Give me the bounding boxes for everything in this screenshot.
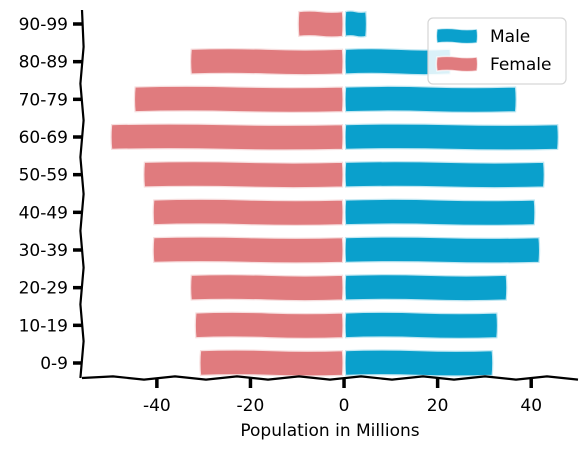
y-tick-label: 40-49 [19,203,68,223]
y-tick-label: 70-79 [19,90,68,110]
y-tick-label: 10-19 [19,316,68,336]
y-tick-label: 0-9 [40,354,68,374]
bar-male-10-19 [343,310,500,341]
legend-label-female: Female [490,55,551,75]
bar-female-30-39 [151,235,345,265]
bar-female-40-49 [151,197,345,228]
bar-male-30-39 [343,235,542,265]
y-tick-label: 20-29 [19,279,68,299]
bar-female-10-19 [193,310,345,341]
legend: Male Female [427,17,567,85]
bar-male-50-59 [343,159,547,190]
bar-male-60-69 [343,122,561,152]
bar-male-20-29 [343,272,509,303]
axes-layer: 0-9 10-19 20-29 30-39 40-49 50-59 60-69 70-79 80… [19,9,579,416]
bar-female-50-59 [141,159,345,190]
bar-female-20-29 [188,272,345,303]
x-tick-label: 20 [427,396,449,416]
x-axis-title: Population in Millions [240,421,419,441]
legend-items: Male Female [435,27,551,75]
bar-female-0-9 [198,348,345,378]
y-tick-label: 30-39 [19,241,68,261]
y-tick-label: 50-59 [19,166,68,186]
bar-male-0-9 [343,348,495,378]
bar-female-70-79 [132,84,345,115]
legend-label-male: Male [490,27,530,47]
bars-layer [109,9,561,378]
y-axis-line [79,9,85,379]
y-tick-label: 60-69 [19,128,68,148]
legend-swatch-female [435,55,479,73]
y-tick-label: 90-99 [19,15,68,35]
bar-female-90-99 [296,9,345,39]
x-tick-label: 0 [339,396,350,416]
bar-male-70-79 [343,84,519,115]
x-tick-label: -40 [143,396,171,416]
x-tick-label: 40 [520,396,542,416]
x-tick-label: -20 [237,396,265,416]
x-axis-line [81,375,579,381]
bar-female-60-69 [109,122,345,152]
y-tick-label: 80-89 [19,53,68,73]
bar-male-90-99 [343,9,369,39]
bar-male-40-49 [343,197,537,228]
legend-swatch-male [435,27,479,45]
bar-female-80-89 [188,46,345,77]
